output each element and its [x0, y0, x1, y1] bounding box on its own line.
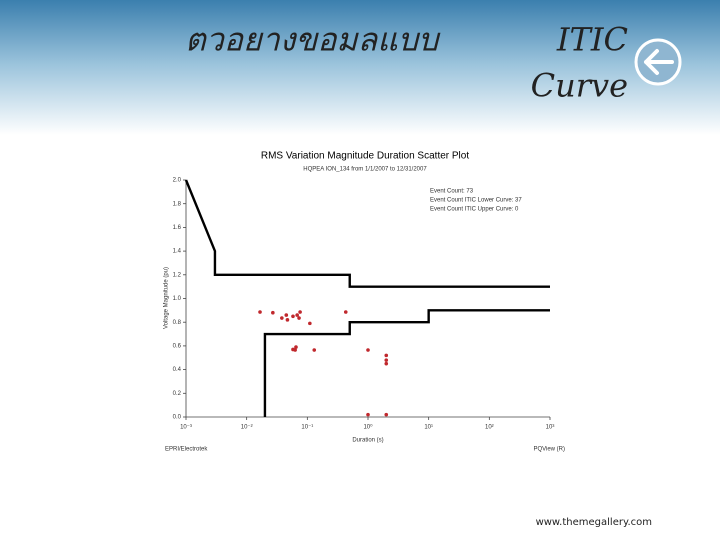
chart: RMS Variation Magnitude Duration Scatter… [164, 151, 565, 453]
x-tick-label: 10⁻¹ [301, 425, 313, 431]
y-tick-label: 1.4 [173, 249, 182, 255]
point [285, 318, 290, 322]
point [366, 348, 370, 352]
y-tick-label: 0.8 [173, 320, 182, 326]
itic-curve [184, 179, 550, 288]
back-button[interactable] [634, 38, 682, 86]
point [293, 348, 297, 352]
y-tick-label: 2.0 [173, 178, 182, 184]
x-tick-label: 10³ [546, 425, 555, 431]
point [312, 348, 317, 352]
x-tick-label: 10¹ [424, 425, 433, 431]
point [366, 412, 370, 417]
point [298, 310, 302, 314]
x-tick-label: 10⁻² [241, 425, 253, 431]
x-tick-label: 10⁰ [363, 424, 373, 431]
point [284, 313, 289, 317]
point [295, 313, 299, 317]
point [271, 310, 275, 315]
point [384, 358, 389, 362]
y-axis-label: Voltage Magnitude (pu) [164, 267, 170, 329]
point [343, 310, 348, 314]
point [294, 345, 298, 349]
y-tick-label: 0.4 [173, 367, 182, 373]
point [280, 316, 284, 320]
slide-title: ตวอยางขอมลแบบ [185, 21, 441, 59]
footer-left: EPRI/Electrotek [165, 447, 208, 453]
x-tick-label: 10² [485, 425, 494, 431]
y-tick-label: 0.0 [173, 415, 182, 421]
point [291, 314, 295, 319]
footer: www.themegallery.com [536, 517, 652, 528]
slide-title: Curve [531, 67, 628, 105]
annotation: Event Count: 73 [430, 189, 474, 195]
point [384, 412, 389, 417]
chart-subtitle: HQPEA ION_134 from 1/1/2007 to 12/31/200… [303, 167, 427, 173]
itic-curve [263, 309, 550, 417]
y-tick-label: 0.6 [173, 343, 182, 349]
y-tick-label: 1.2 [173, 272, 182, 278]
y-tick-label: 1.6 [173, 225, 182, 231]
y-tick-label: 1.8 [173, 201, 182, 207]
y-tick-label: 0.2 [173, 391, 182, 397]
point [297, 316, 301, 320]
point [258, 310, 262, 314]
point [384, 353, 389, 358]
chart-panel [158, 143, 563, 461]
point [384, 361, 389, 366]
footer-right: PQView (R) [533, 447, 565, 453]
chart-title: RMS Variation Magnitude Duration Scatter… [261, 151, 469, 162]
x-tick-label: 10⁻³ [180, 425, 192, 431]
annotation: Event Count ITIC Upper Curve: 0 [430, 207, 519, 213]
x-axis-label: Duration (s) [352, 438, 383, 444]
y-tick-label: 1.0 [173, 296, 182, 302]
annotation: Event Count ITIC Lower Curve: 37 [430, 198, 522, 204]
slide-title: ITIC [556, 21, 628, 59]
point [308, 321, 312, 326]
